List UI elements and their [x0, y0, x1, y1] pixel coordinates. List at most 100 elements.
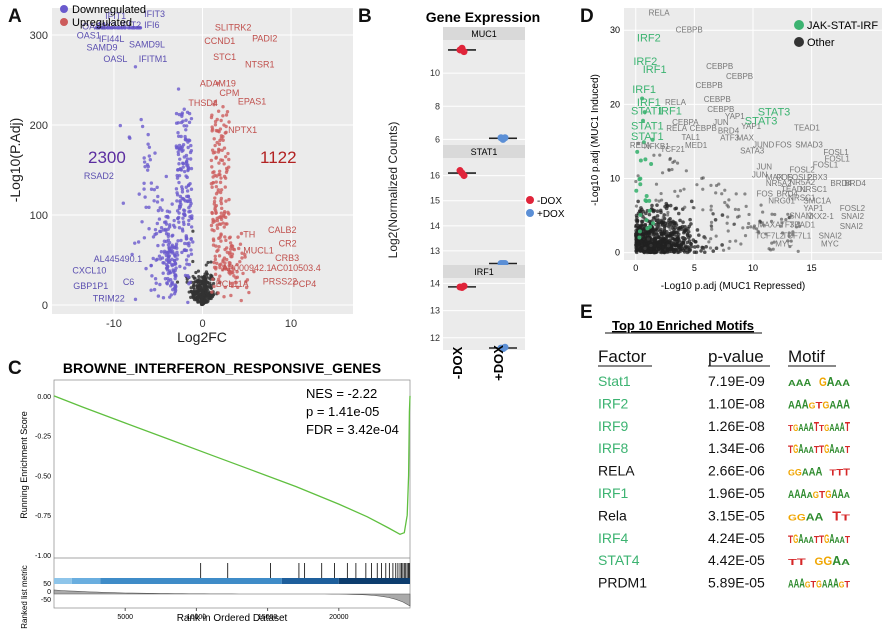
- point-down: [130, 252, 134, 257]
- point-other: [735, 215, 740, 219]
- point-other: [668, 157, 672, 162]
- panel-letter-c: C: [8, 358, 22, 379]
- point-jak: [634, 188, 639, 193]
- point-jak: [642, 110, 647, 115]
- point-up: [219, 233, 223, 237]
- factor-name: IRF1: [598, 485, 629, 501]
- point-down: [97, 26, 101, 30]
- table-row: RELA 2.66E-06 G G A A A T T T: [598, 463, 850, 479]
- facets: MUC1 6 8 10 STAT1 13 14 15 16 IRF1 12 13 14: [430, 27, 525, 353]
- factor-name: IRF8: [598, 440, 629, 456]
- point-other: [639, 206, 643, 210]
- y-tick-label: 13: [430, 246, 440, 256]
- point-down: [109, 26, 114, 30]
- factor-label-other: CEBPB: [704, 95, 731, 104]
- point-other: [714, 234, 718, 238]
- point-down: [113, 26, 117, 30]
- point-up: [218, 127, 223, 131]
- point-up: [212, 170, 216, 174]
- point-down: [154, 231, 159, 236]
- point-other: [709, 208, 713, 212]
- point-up: [212, 284, 216, 289]
- point-down: [166, 253, 170, 258]
- factor-label-other: NRG01: [768, 197, 795, 206]
- factor-label-other: RELA: [649, 8, 671, 17]
- point-ns: [199, 300, 203, 304]
- point-down: [185, 189, 190, 193]
- point-jak: [644, 193, 649, 198]
- point-up: [221, 114, 225, 118]
- gene-label-up: STC1: [213, 52, 236, 62]
- point-down: [166, 227, 170, 231]
- x-tick-label: 5: [692, 263, 697, 273]
- factor-label-jak: STAT1: [631, 131, 664, 143]
- point-other: [653, 235, 657, 239]
- point-other: [666, 247, 670, 252]
- point-ns: [201, 276, 205, 280]
- motif-letter: G: [822, 400, 829, 411]
- point-down: [147, 205, 151, 210]
- point-down: [189, 116, 194, 121]
- point-other: [773, 212, 777, 217]
- motif-letter: G: [815, 556, 824, 568]
- motif-letter: G: [823, 554, 832, 568]
- factor-label-other: CEBPB: [726, 72, 753, 81]
- point-down: [188, 157, 193, 161]
- point-down: [159, 225, 164, 230]
- point-up: [215, 249, 219, 253]
- point-up: [247, 290, 251, 295]
- gene-label-up: TH: [243, 230, 255, 240]
- point-other: [655, 228, 659, 233]
- point-jak: [637, 229, 642, 234]
- point-other: [653, 243, 657, 248]
- point-down: [142, 160, 147, 164]
- point-down: [189, 225, 194, 229]
- motif-letter: T: [788, 424, 793, 433]
- point-jak: [647, 208, 652, 213]
- point-ns: [206, 260, 210, 265]
- point-down: [161, 261, 165, 265]
- point-down: [181, 143, 186, 147]
- legend: JAK-STAT-IRF Other: [794, 20, 878, 49]
- point-jak: [637, 235, 642, 240]
- motif-letter: A: [836, 397, 843, 411]
- factor-label-other: MAX: [758, 220, 776, 229]
- motif-letter: A: [795, 397, 802, 411]
- point-other: [675, 248, 679, 252]
- point-down: [188, 197, 192, 202]
- point-ns: [203, 298, 207, 302]
- point-down: [179, 238, 183, 243]
- point-other: [707, 240, 711, 244]
- point-down: [174, 146, 179, 150]
- point-down: [182, 208, 187, 213]
- point-up: [216, 109, 221, 113]
- point-ns: [192, 283, 196, 287]
- stat-nes: NES = -2.22: [306, 386, 377, 401]
- point-jak: [650, 137, 655, 142]
- facet-title: MUC1: [471, 29, 497, 39]
- point-down: [142, 181, 146, 186]
- point-other: [732, 222, 736, 226]
- motif-letter: A: [833, 576, 839, 591]
- point-down: [158, 206, 162, 210]
- point-ns: [187, 290, 191, 294]
- motif-letter: A: [806, 512, 815, 523]
- point-down: [99, 26, 104, 30]
- point-other: [704, 244, 708, 249]
- point-up: [209, 223, 214, 228]
- motif-letter: G: [809, 401, 816, 410]
- point-up: [245, 278, 250, 282]
- point-up: [222, 123, 226, 127]
- point-down: [184, 118, 188, 122]
- facet-area: [443, 40, 525, 146]
- point-other: [673, 206, 677, 211]
- point-other: [676, 232, 681, 236]
- point-up: [218, 222, 223, 226]
- gene-label-down: AL445490.1: [94, 254, 143, 264]
- facet-title: IRF1: [474, 267, 494, 277]
- factor-label-other: CEBPB: [696, 81, 723, 90]
- p-value: 4.42E-05: [708, 552, 765, 568]
- plot-frame: [53, 379, 411, 609]
- point-down: [116, 26, 120, 30]
